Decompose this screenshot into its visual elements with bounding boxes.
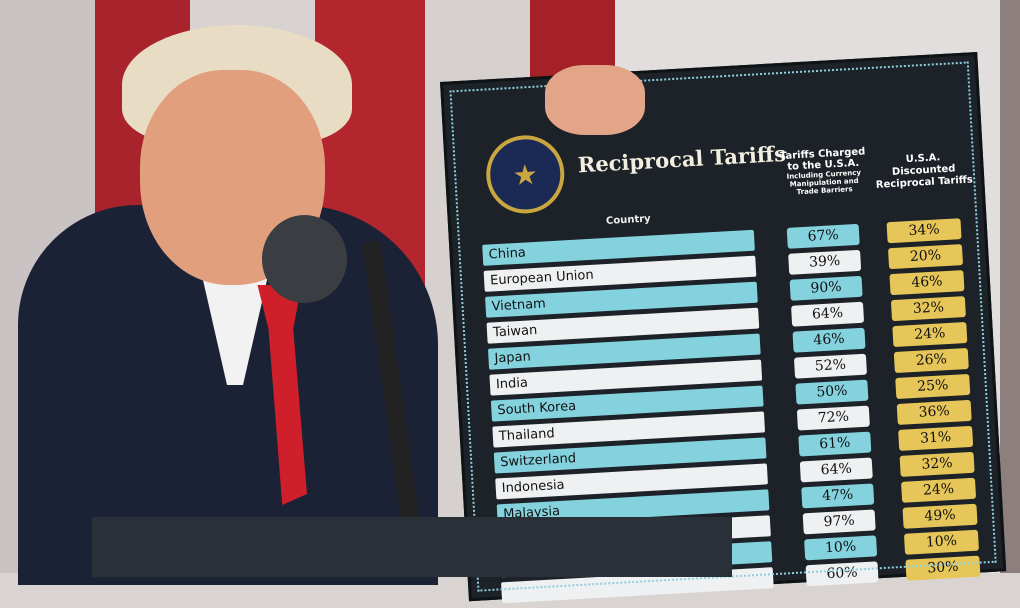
podium — [92, 517, 732, 577]
charged-tariff: 47% — [801, 483, 875, 509]
discounted-tariff: 10% — [903, 529, 980, 555]
charged-tariff: 97% — [802, 509, 876, 535]
charged-tariff: 67% — [786, 223, 860, 249]
charged-tariff: 46% — [792, 327, 866, 353]
discounted-tariff: 36% — [896, 399, 972, 425]
presidential-seal-icon: ★ — [484, 133, 567, 216]
header-country: Country — [605, 213, 651, 227]
charged-tariff: 72% — [796, 405, 870, 431]
header-discounted: U.S.A. Discounted Reciprocal Tariffs — [875, 152, 974, 191]
header-charged-note: Including Currency Manipulation and Trad… — [786, 168, 862, 197]
discounted-tariff: 20% — [887, 244, 964, 270]
charged-tariff: 64% — [799, 457, 873, 483]
discounted-tariff: 49% — [902, 503, 978, 529]
discounted-tariff: 24% — [901, 477, 977, 503]
charged-tariff: 10% — [804, 535, 878, 561]
discounted-tariff: 26% — [893, 347, 969, 374]
discounted-tariff: 32% — [890, 296, 966, 322]
microphone — [262, 215, 347, 303]
header-charged: Tariffs Charged to the U.S.A. Including C… — [777, 146, 869, 197]
discounted-tariff: 24% — [892, 321, 968, 348]
charged-tariff: 64% — [791, 301, 865, 327]
discounted-tariff: 31% — [898, 425, 974, 451]
charged-tariff: 50% — [795, 379, 869, 405]
discounted-tariff: 32% — [899, 451, 975, 477]
charged-tariff: 39% — [788, 249, 862, 275]
discounted-tariff: 25% — [895, 373, 971, 400]
charged-tariff: 90% — [789, 275, 863, 301]
speaker-hand — [545, 65, 645, 135]
board-title: Reciprocal Tariffs — [577, 140, 787, 178]
discounted-tariff: 30% — [905, 555, 981, 581]
discounted-tariff: 34% — [886, 218, 962, 244]
charged-tariff: 61% — [798, 431, 872, 457]
discounted-tariff: 46% — [889, 270, 965, 296]
charged-tariff: 60% — [805, 561, 879, 587]
charged-tariff: 52% — [793, 353, 868, 379]
